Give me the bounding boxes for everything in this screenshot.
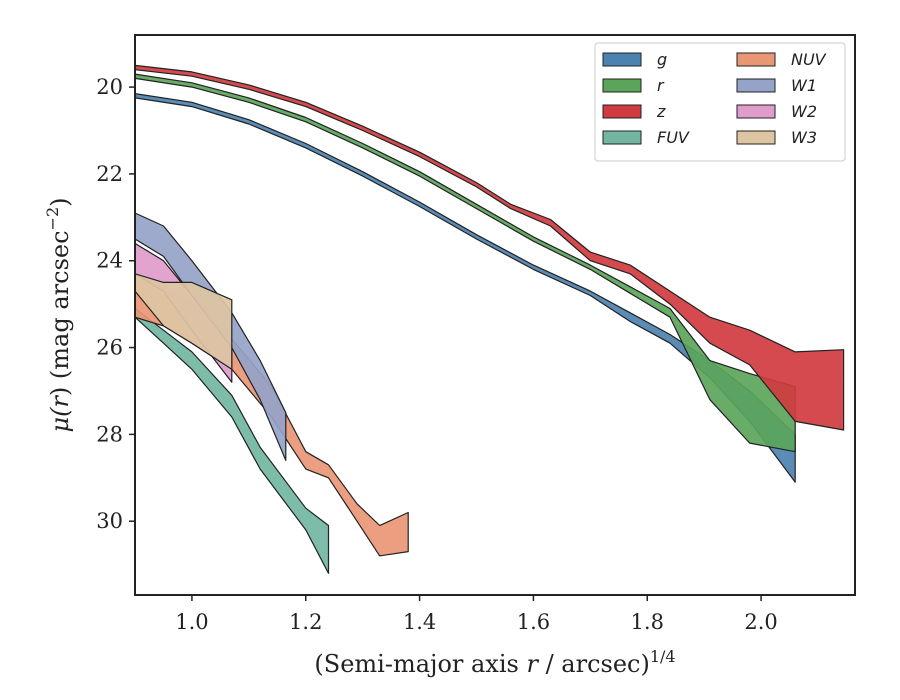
legend-swatch-g — [602, 52, 642, 67]
legend: grz FUV NUV W1 W2 W3 — [594, 42, 846, 162]
x-axis-label-post: / arcsec) — [538, 650, 650, 678]
axis-ticks: 1.0 1.2 1.4 1.6 1.8 2.0 20 22 24 26 28 30 — [96, 75, 778, 634]
legend-swatch-w1 — [736, 78, 776, 93]
band-w1 — [135, 212, 287, 461]
legend-swatch-r — [602, 78, 642, 93]
plot-frame — [134, 34, 856, 596]
x-tick-label: 1.4 — [403, 610, 436, 634]
y-tick-label: 30 — [96, 509, 123, 533]
x-axis-label-pre: (Semi-major axis — [314, 650, 526, 678]
legend-swatch-fuv — [602, 130, 642, 145]
band-w3 — [135, 273, 233, 370]
legend-label-g: g — [657, 50, 667, 69]
x-tick-label: 2.0 — [744, 610, 777, 634]
y-axis-label-end: ) — [46, 197, 74, 206]
y-axis-label-exponent: −2 — [43, 207, 62, 231]
band-r — [135, 73, 796, 453]
x-axis-label-var: r — [526, 650, 539, 678]
band-fuv — [135, 307, 330, 574]
legend-label-fuv: FUV — [657, 128, 690, 147]
legend-label-z: z — [656, 102, 666, 121]
legend-label-r: r — [657, 76, 665, 95]
y-tick-label: 28 — [96, 422, 123, 446]
legend-label-nuv: NUV — [791, 50, 827, 69]
legend-label-w3: W3 — [791, 128, 817, 147]
band-g — [135, 93, 796, 483]
y-tick-label: 22 — [96, 162, 123, 186]
x-axis-label-exponent: 1/4 — [650, 647, 676, 666]
y-tick-label: 24 — [96, 249, 123, 273]
x-axis-label: (Semi-major axis r / arcsec)1/4 — [314, 647, 675, 678]
y-axis-label-var: r — [46, 395, 74, 408]
band-z — [135, 64, 845, 431]
legend-box — [594, 42, 846, 162]
legend-swatch-w3 — [736, 130, 776, 145]
x-tick-label: 1.2 — [289, 610, 322, 634]
y-axis-label-mu: μ( — [46, 407, 74, 433]
x-tick-label: 1.6 — [517, 610, 550, 634]
y-axis-label: μ(r) (mag arcsec−2) — [43, 197, 74, 432]
x-tick-label: 1.0 — [175, 610, 208, 634]
legend-swatch-nuv — [736, 52, 776, 67]
y-tick-label: 20 — [96, 75, 123, 99]
y-tick-label: 26 — [96, 336, 123, 360]
series-bands — [135, 64, 845, 574]
legend-label-w1: W1 — [791, 76, 817, 95]
y-axis-label-mid: ) (mag arcsec — [46, 230, 74, 396]
legend-swatch-w2 — [736, 104, 776, 119]
legend-label-w2: W2 — [791, 102, 817, 121]
x-tick-label: 1.8 — [631, 610, 664, 634]
legend-swatch-z — [602, 104, 642, 119]
